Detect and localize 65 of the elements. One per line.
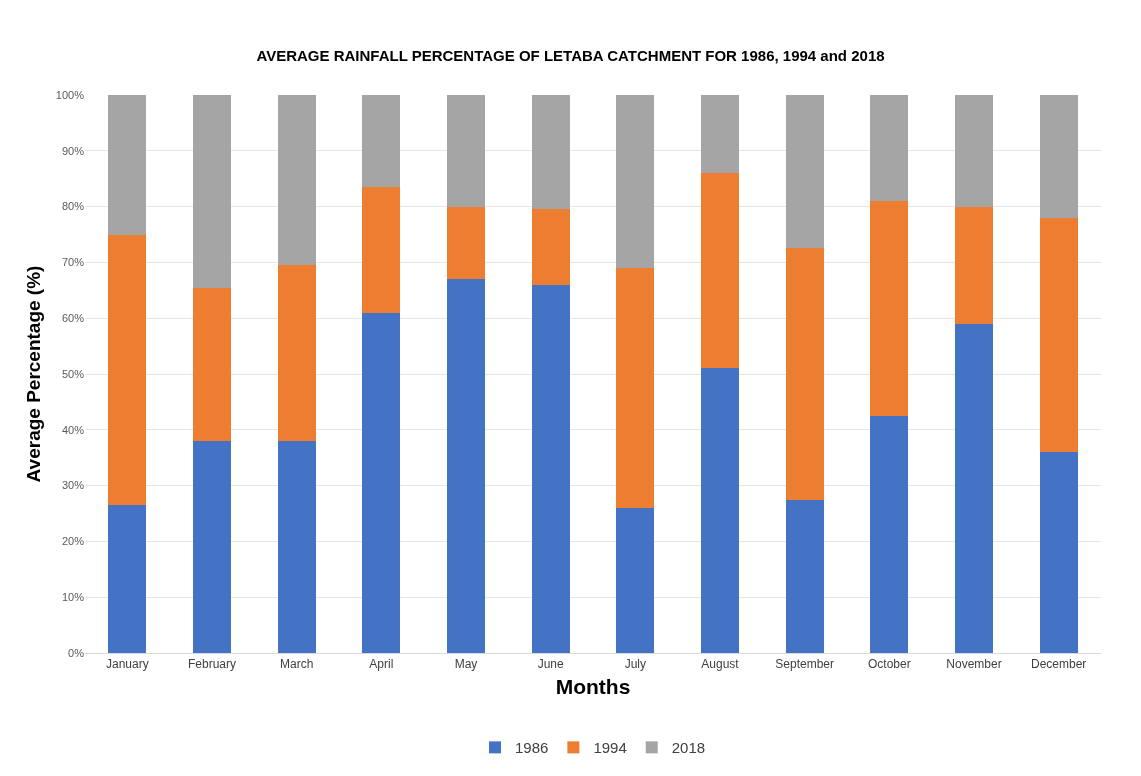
bar bbox=[700, 95, 740, 174]
y-tick-label: 70% bbox=[61, 256, 85, 269]
bar bbox=[277, 95, 316, 266]
y-tick-label: 50% bbox=[61, 367, 85, 380]
bar bbox=[616, 267, 655, 508]
bar bbox=[362, 95, 401, 188]
bar bbox=[192, 95, 232, 288]
y-tick-label: 90% bbox=[61, 144, 85, 157]
x-tick-label: August bbox=[701, 657, 740, 672]
x-tick-label: July bbox=[624, 657, 646, 672]
x-axis-title: Months bbox=[555, 674, 631, 698]
y-tick-label: 100% bbox=[55, 88, 85, 101]
x-tick-label: June bbox=[537, 657, 564, 672]
bar bbox=[870, 415, 909, 653]
bar bbox=[700, 368, 740, 653]
y-tick-label: 80% bbox=[61, 200, 85, 213]
legend-label: 1986 bbox=[515, 739, 549, 757]
bar bbox=[954, 95, 994, 207]
x-tick-label: December bbox=[1030, 657, 1087, 672]
x-tick-label: February bbox=[187, 657, 237, 672]
x-tick-label: March bbox=[280, 657, 314, 672]
bar bbox=[108, 234, 147, 506]
x-tick-label: April bbox=[369, 657, 394, 672]
bar bbox=[616, 95, 655, 268]
x-tick-label: September bbox=[775, 657, 835, 672]
y-tick-label: 60% bbox=[61, 312, 85, 325]
bar bbox=[362, 187, 401, 313]
y-tick-label: 20% bbox=[61, 535, 85, 548]
bar bbox=[446, 206, 486, 280]
bar bbox=[446, 279, 486, 653]
bar bbox=[1039, 95, 1078, 218]
bar bbox=[446, 95, 486, 207]
bar bbox=[785, 499, 824, 653]
legend-label: 2018 bbox=[671, 739, 706, 757]
bar bbox=[954, 323, 994, 653]
bar bbox=[785, 95, 824, 249]
bar bbox=[1039, 217, 1078, 453]
y-axis-title: Average Percentage (%) bbox=[22, 265, 44, 483]
x-tick-label: May bbox=[454, 657, 478, 672]
bar bbox=[108, 505, 147, 653]
bar bbox=[870, 201, 909, 416]
y-tick-label: 0% bbox=[68, 646, 85, 659]
x-tick-label: October bbox=[867, 657, 911, 672]
bar bbox=[1039, 452, 1078, 653]
y-tick-label: 10% bbox=[61, 591, 85, 604]
bar bbox=[108, 95, 147, 235]
bar bbox=[277, 265, 316, 441]
bar bbox=[531, 95, 570, 210]
bar bbox=[616, 507, 655, 653]
bar bbox=[700, 173, 740, 369]
bar bbox=[192, 287, 232, 441]
bar bbox=[362, 312, 401, 653]
y-tick-label: 30% bbox=[61, 479, 85, 492]
legend-label: 1994 bbox=[593, 739, 627, 757]
bar bbox=[531, 209, 570, 285]
chart-title: AVERAGE RAINFALL PERCENTAGE OF LETABA CATCHMENT FOR 1986, 1994 and 2018 bbox=[256, 46, 885, 64]
x-tick-label: November bbox=[946, 657, 1002, 672]
bar bbox=[531, 284, 570, 653]
x-tick-label: January bbox=[105, 657, 149, 672]
bar bbox=[785, 248, 824, 500]
bar bbox=[954, 206, 994, 324]
bar bbox=[870, 95, 909, 202]
bar bbox=[277, 440, 316, 653]
y-tick-label: 40% bbox=[61, 423, 85, 436]
bar bbox=[192, 440, 232, 653]
